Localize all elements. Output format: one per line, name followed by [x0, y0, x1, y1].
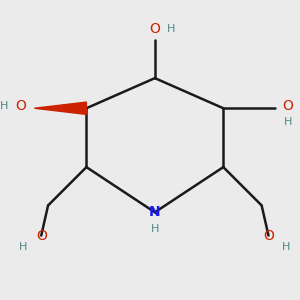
Text: H: H [167, 24, 176, 34]
Text: O: O [149, 22, 160, 36]
Text: H: H [284, 117, 292, 127]
Text: H: H [19, 242, 28, 251]
Text: O: O [15, 98, 26, 112]
Text: H: H [0, 100, 8, 110]
Text: O: O [282, 98, 293, 112]
Text: O: O [36, 229, 47, 243]
Text: O: O [263, 229, 274, 243]
Text: N: N [149, 205, 161, 219]
Text: H: H [282, 242, 290, 251]
Polygon shape [34, 102, 86, 114]
Text: H: H [151, 224, 159, 234]
